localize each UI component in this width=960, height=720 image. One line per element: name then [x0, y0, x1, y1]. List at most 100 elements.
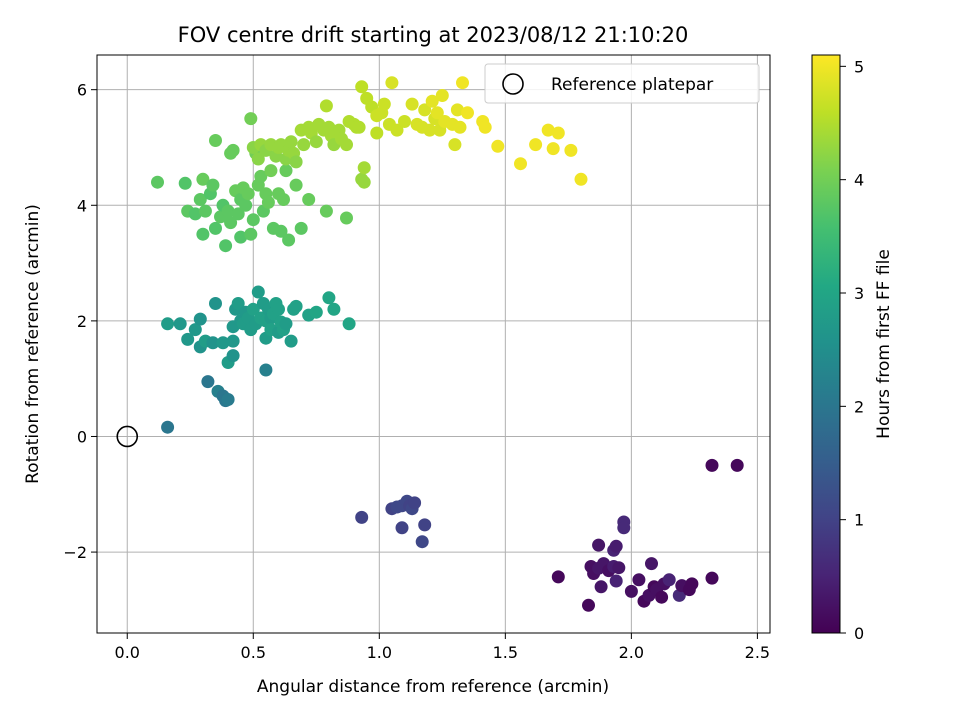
data-point — [395, 521, 409, 535]
data-point — [450, 103, 464, 117]
data-point — [219, 239, 233, 253]
data-point — [662, 573, 676, 587]
data-point — [188, 207, 202, 221]
data-point — [612, 561, 626, 575]
data-point — [456, 76, 469, 90]
x-axis-label: Angular distance from reference (arcmin) — [257, 677, 609, 697]
data-point — [322, 291, 336, 305]
x-axis-ticks: 0.0 0.5 1.0 1.5 2.0 2.5 — [115, 633, 770, 662]
data-point — [231, 297, 245, 310]
data-point — [161, 420, 175, 434]
data-point — [309, 305, 323, 319]
data-point — [289, 178, 303, 192]
reference-marker — [116, 425, 139, 448]
data-point — [284, 135, 298, 149]
data-point — [355, 510, 369, 524]
data-point — [645, 557, 658, 571]
x-tick-label: 2.5 — [745, 643, 770, 662]
data-point — [259, 363, 273, 377]
data-point — [178, 176, 192, 190]
data-point — [672, 588, 686, 602]
colorbar-tick-label: 4 — [854, 171, 864, 190]
data-point — [398, 115, 411, 128]
data-point — [461, 106, 474, 120]
data-point — [564, 143, 578, 157]
data-point — [418, 103, 432, 117]
data-point — [574, 172, 588, 186]
data-point — [309, 135, 323, 149]
y-tick-label: 6 — [77, 81, 87, 100]
data-point — [254, 169, 268, 183]
legend-marker — [502, 73, 524, 95]
data-point — [377, 97, 391, 111]
data-point — [274, 224, 288, 238]
data-point — [405, 97, 419, 111]
data-point — [196, 172, 210, 186]
x-tick-label: 2.0 — [619, 643, 644, 662]
data-point — [272, 302, 285, 316]
data-point — [277, 193, 290, 206]
data-point — [264, 164, 278, 178]
data-point — [430, 106, 444, 120]
data-point — [251, 152, 265, 166]
data-point — [632, 573, 646, 587]
legend: Reference platepar — [484, 63, 760, 104]
data-point — [340, 138, 353, 152]
data-point — [244, 227, 258, 241]
data-point — [385, 76, 399, 90]
data-point — [244, 112, 258, 126]
reference-point — [116, 425, 139, 448]
data-point — [221, 204, 235, 218]
data-point — [161, 317, 175, 331]
data-point — [206, 336, 220, 350]
data-point — [425, 94, 439, 108]
data-point — [226, 349, 240, 363]
data-point — [685, 577, 699, 591]
data-point — [209, 221, 222, 235]
data-point — [423, 123, 437, 137]
colorbar-tick-label: 0 — [854, 624, 864, 643]
data-point — [418, 518, 432, 532]
data-point — [705, 571, 719, 585]
y-tick-label: 0 — [77, 427, 87, 446]
data-point — [279, 164, 293, 178]
colorbar-tick-label: 3 — [854, 284, 864, 303]
data-point — [319, 204, 333, 218]
data-point — [370, 126, 384, 140]
data-point — [221, 393, 235, 406]
data-point — [151, 175, 164, 189]
y-tick-label: 4 — [77, 196, 87, 215]
data-point — [617, 521, 631, 535]
data-point — [592, 538, 606, 552]
y-tick-label: −2 — [63, 543, 87, 562]
data-point — [551, 126, 565, 140]
plot-frame — [96, 54, 771, 634]
data-point — [198, 204, 212, 218]
data-point — [655, 590, 669, 604]
data-point — [209, 297, 222, 310]
data-point — [514, 157, 527, 171]
data-point — [246, 302, 260, 316]
colorbar-tick-label: 2 — [854, 397, 864, 416]
colorbar-label: Hours from first FF file — [874, 249, 894, 439]
data-point — [327, 302, 341, 316]
x-tick-label: 1.0 — [367, 643, 392, 662]
data-point — [216, 336, 230, 350]
data-point — [491, 139, 505, 153]
colorbar-tick-label: 5 — [854, 57, 864, 76]
data-point — [279, 317, 293, 331]
data-point — [196, 227, 210, 241]
data-point — [435, 89, 449, 102]
data-point — [609, 539, 623, 553]
data-point — [453, 120, 467, 134]
data-point — [551, 570, 565, 584]
data-point — [730, 458, 744, 472]
data-point — [241, 187, 255, 201]
data-point — [193, 312, 207, 326]
data-point — [357, 161, 371, 175]
legend-box — [484, 63, 760, 104]
data-point — [546, 142, 560, 156]
data-point — [284, 334, 298, 348]
data-point — [357, 175, 371, 189]
data-point — [289, 299, 303, 313]
